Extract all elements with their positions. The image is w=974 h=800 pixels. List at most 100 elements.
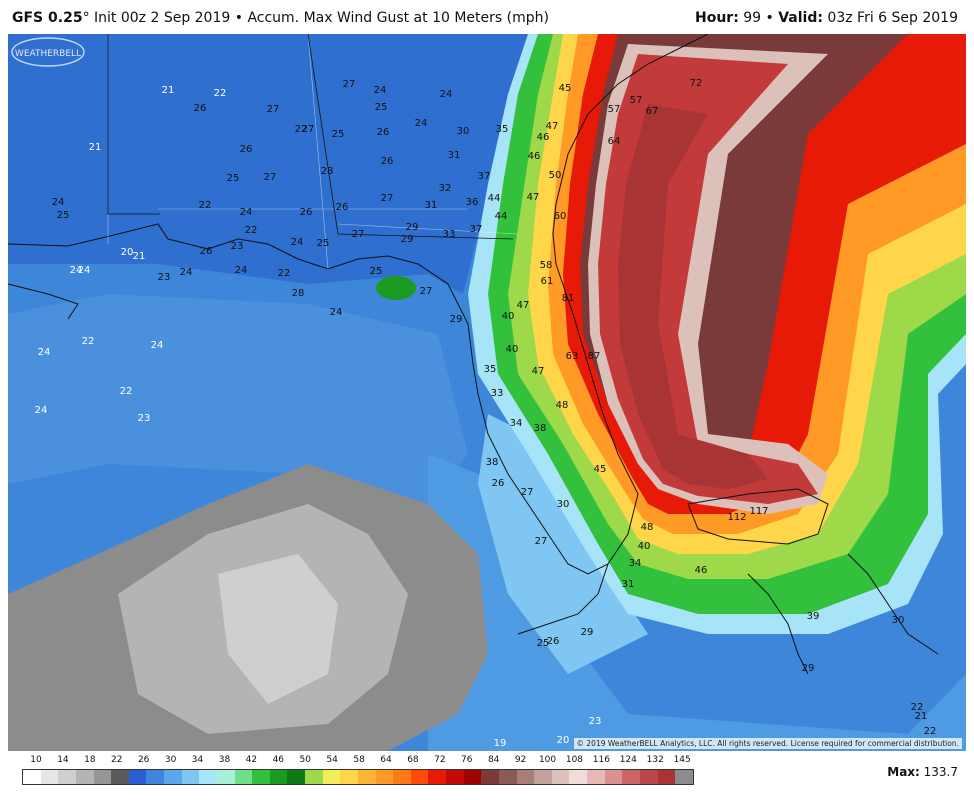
colorbar-swatch [393, 770, 411, 784]
south-blue-region [428, 454, 966, 751]
gust-value-label: 21 [89, 142, 102, 153]
gust-value-label: 20 [557, 735, 570, 746]
colorbar-swatch [58, 770, 76, 784]
gust-value-label: 24 [440, 89, 453, 100]
land-blue-region [8, 34, 528, 294]
gust-value-label: 24 [180, 267, 193, 278]
gust-value-label: 24 [235, 265, 248, 276]
gust-value-label: 22 [214, 88, 227, 99]
colorbar-tick-label: 58 [353, 755, 365, 765]
gust-value-label: 22 [82, 336, 95, 347]
colorbar-swatch [463, 770, 482, 784]
gust-value-label: 48 [641, 522, 654, 533]
colorbar-tick-label: 54 [326, 755, 338, 765]
colorbar-swatch [446, 770, 464, 784]
colorbar-swatch [75, 770, 94, 784]
gust-value-label: 64 [608, 136, 621, 147]
svg-text:WEATHERBELL: WEATHERBELL [15, 49, 81, 59]
gust-value-label: 72 [690, 78, 703, 89]
gust-value-label: 26 [377, 127, 390, 138]
colorbar-tick-label: 46 [272, 755, 285, 765]
gust-value-label: 117 [749, 506, 768, 517]
gust-value-label: 47 [527, 192, 540, 203]
gust-value-label: 23 [231, 241, 244, 252]
gust-value-label: 22 [199, 200, 212, 211]
light-blue-region [478, 414, 648, 674]
valid-value: 03z Fri 6 Sep 2019 [822, 10, 958, 26]
gust-value-label: 33 [491, 388, 504, 399]
gust-value-label: 24 [330, 307, 343, 318]
gust-value-label: 47 [517, 300, 530, 311]
gust-value-label: 24 [151, 340, 164, 351]
colorbar-tick-label: 68 [407, 755, 419, 765]
colorbar-swatch [551, 770, 570, 784]
colorbar-tick-label: 64 [380, 755, 392, 765]
gust-value-label: 24 [52, 197, 65, 208]
colorbar-swatch [410, 770, 429, 784]
colorbar-swatch [639, 770, 658, 784]
gust-value-label: 38 [534, 423, 547, 434]
gust-value-label: 23 [158, 272, 171, 283]
legend-footer: 10 14 18 22 26 30 34 38 42 46 50 54 58 64 68 72 76 84 92 10… [0, 751, 974, 800]
colorbar-swatch [164, 770, 182, 784]
colorbar-swatch [340, 770, 358, 784]
gust-value-label: 87 [588, 351, 601, 362]
gulf-blue-region [8, 294, 468, 504]
gust-value-label: 21 [162, 85, 175, 96]
gust-value-label: 24 [374, 85, 387, 96]
colorbar-swatch [587, 770, 605, 784]
gust-value-label: 44 [488, 193, 501, 204]
max-value: Max: 133.7 [887, 765, 958, 779]
gust-value-label: 26 [381, 156, 394, 167]
colorbar-tick-label: 84 [487, 755, 500, 765]
gust-value-label: 112 [727, 512, 746, 523]
colorbar-swatch [569, 770, 587, 784]
gust-value-label: 46 [528, 151, 541, 162]
colorbar-swatch [93, 770, 112, 784]
gust-value-label: 67 [646, 106, 659, 117]
green-gust-spot [376, 276, 416, 300]
gust-value-label: 23 [589, 716, 602, 727]
copyright-notice: © 2019 WeatherBELL Analytics, LLC. All r… [573, 738, 962, 749]
lightest-grey-gust-area [218, 554, 338, 704]
gust-value-label: 31 [448, 150, 461, 161]
gust-value-label: 45 [594, 464, 607, 475]
colorbar-tick-label: 34 [191, 755, 204, 765]
colorbar-tick-label: 22 [111, 755, 123, 765]
header-bar: GFS 0.25° Init 00z 2 Sep 2019 • Accum. M… [0, 0, 974, 34]
gust-value-label: 39 [807, 611, 820, 622]
gust-value-label: 27 [352, 229, 365, 240]
gust-value-label: 24 [291, 237, 304, 248]
colorbar-tick-label: 10 [30, 755, 42, 765]
colorbar-tick-label: 100 [538, 755, 557, 765]
colorbar-tick-label: 108 [565, 755, 584, 765]
gust-value-label: 57 [608, 104, 621, 115]
max-number: 133.7 [919, 765, 958, 779]
gust-value-label: 22 [278, 268, 291, 279]
gust-value-label: 25 [370, 266, 383, 277]
gust-value-label: 22 [911, 702, 924, 713]
gust-value-label: 26 [194, 103, 207, 114]
max-label: Max: [887, 765, 920, 779]
colorbar-swatch [481, 770, 499, 784]
gust-value-label: 40 [638, 541, 651, 552]
gust-value-label: 24 [35, 405, 48, 416]
colorbar-tick-label: 72 [434, 755, 446, 765]
gust-value-label: 29 [802, 663, 815, 674]
border-lines [107, 34, 514, 240]
colorbar-tick-label: 38 [218, 755, 231, 765]
gust-value-label: 25 [537, 638, 550, 649]
model-name: GFS 0.25 [12, 10, 83, 26]
gust-value-label: 22 [120, 386, 133, 397]
gust-value-label: 27 [381, 193, 394, 204]
colorbar-tick-label: 145 [673, 755, 691, 765]
gust-value-label: 24 [240, 207, 253, 218]
forecast-time: Hour: 99 • Valid: 03z Fri 6 Sep 2019 [695, 10, 958, 26]
hour-value: 99 • [738, 10, 779, 26]
colorbar-swatch [622, 770, 640, 784]
gust-value-label: 27 [264, 172, 277, 183]
gust-value-label: 21 [915, 711, 928, 722]
colorbar-swatch [216, 770, 235, 784]
